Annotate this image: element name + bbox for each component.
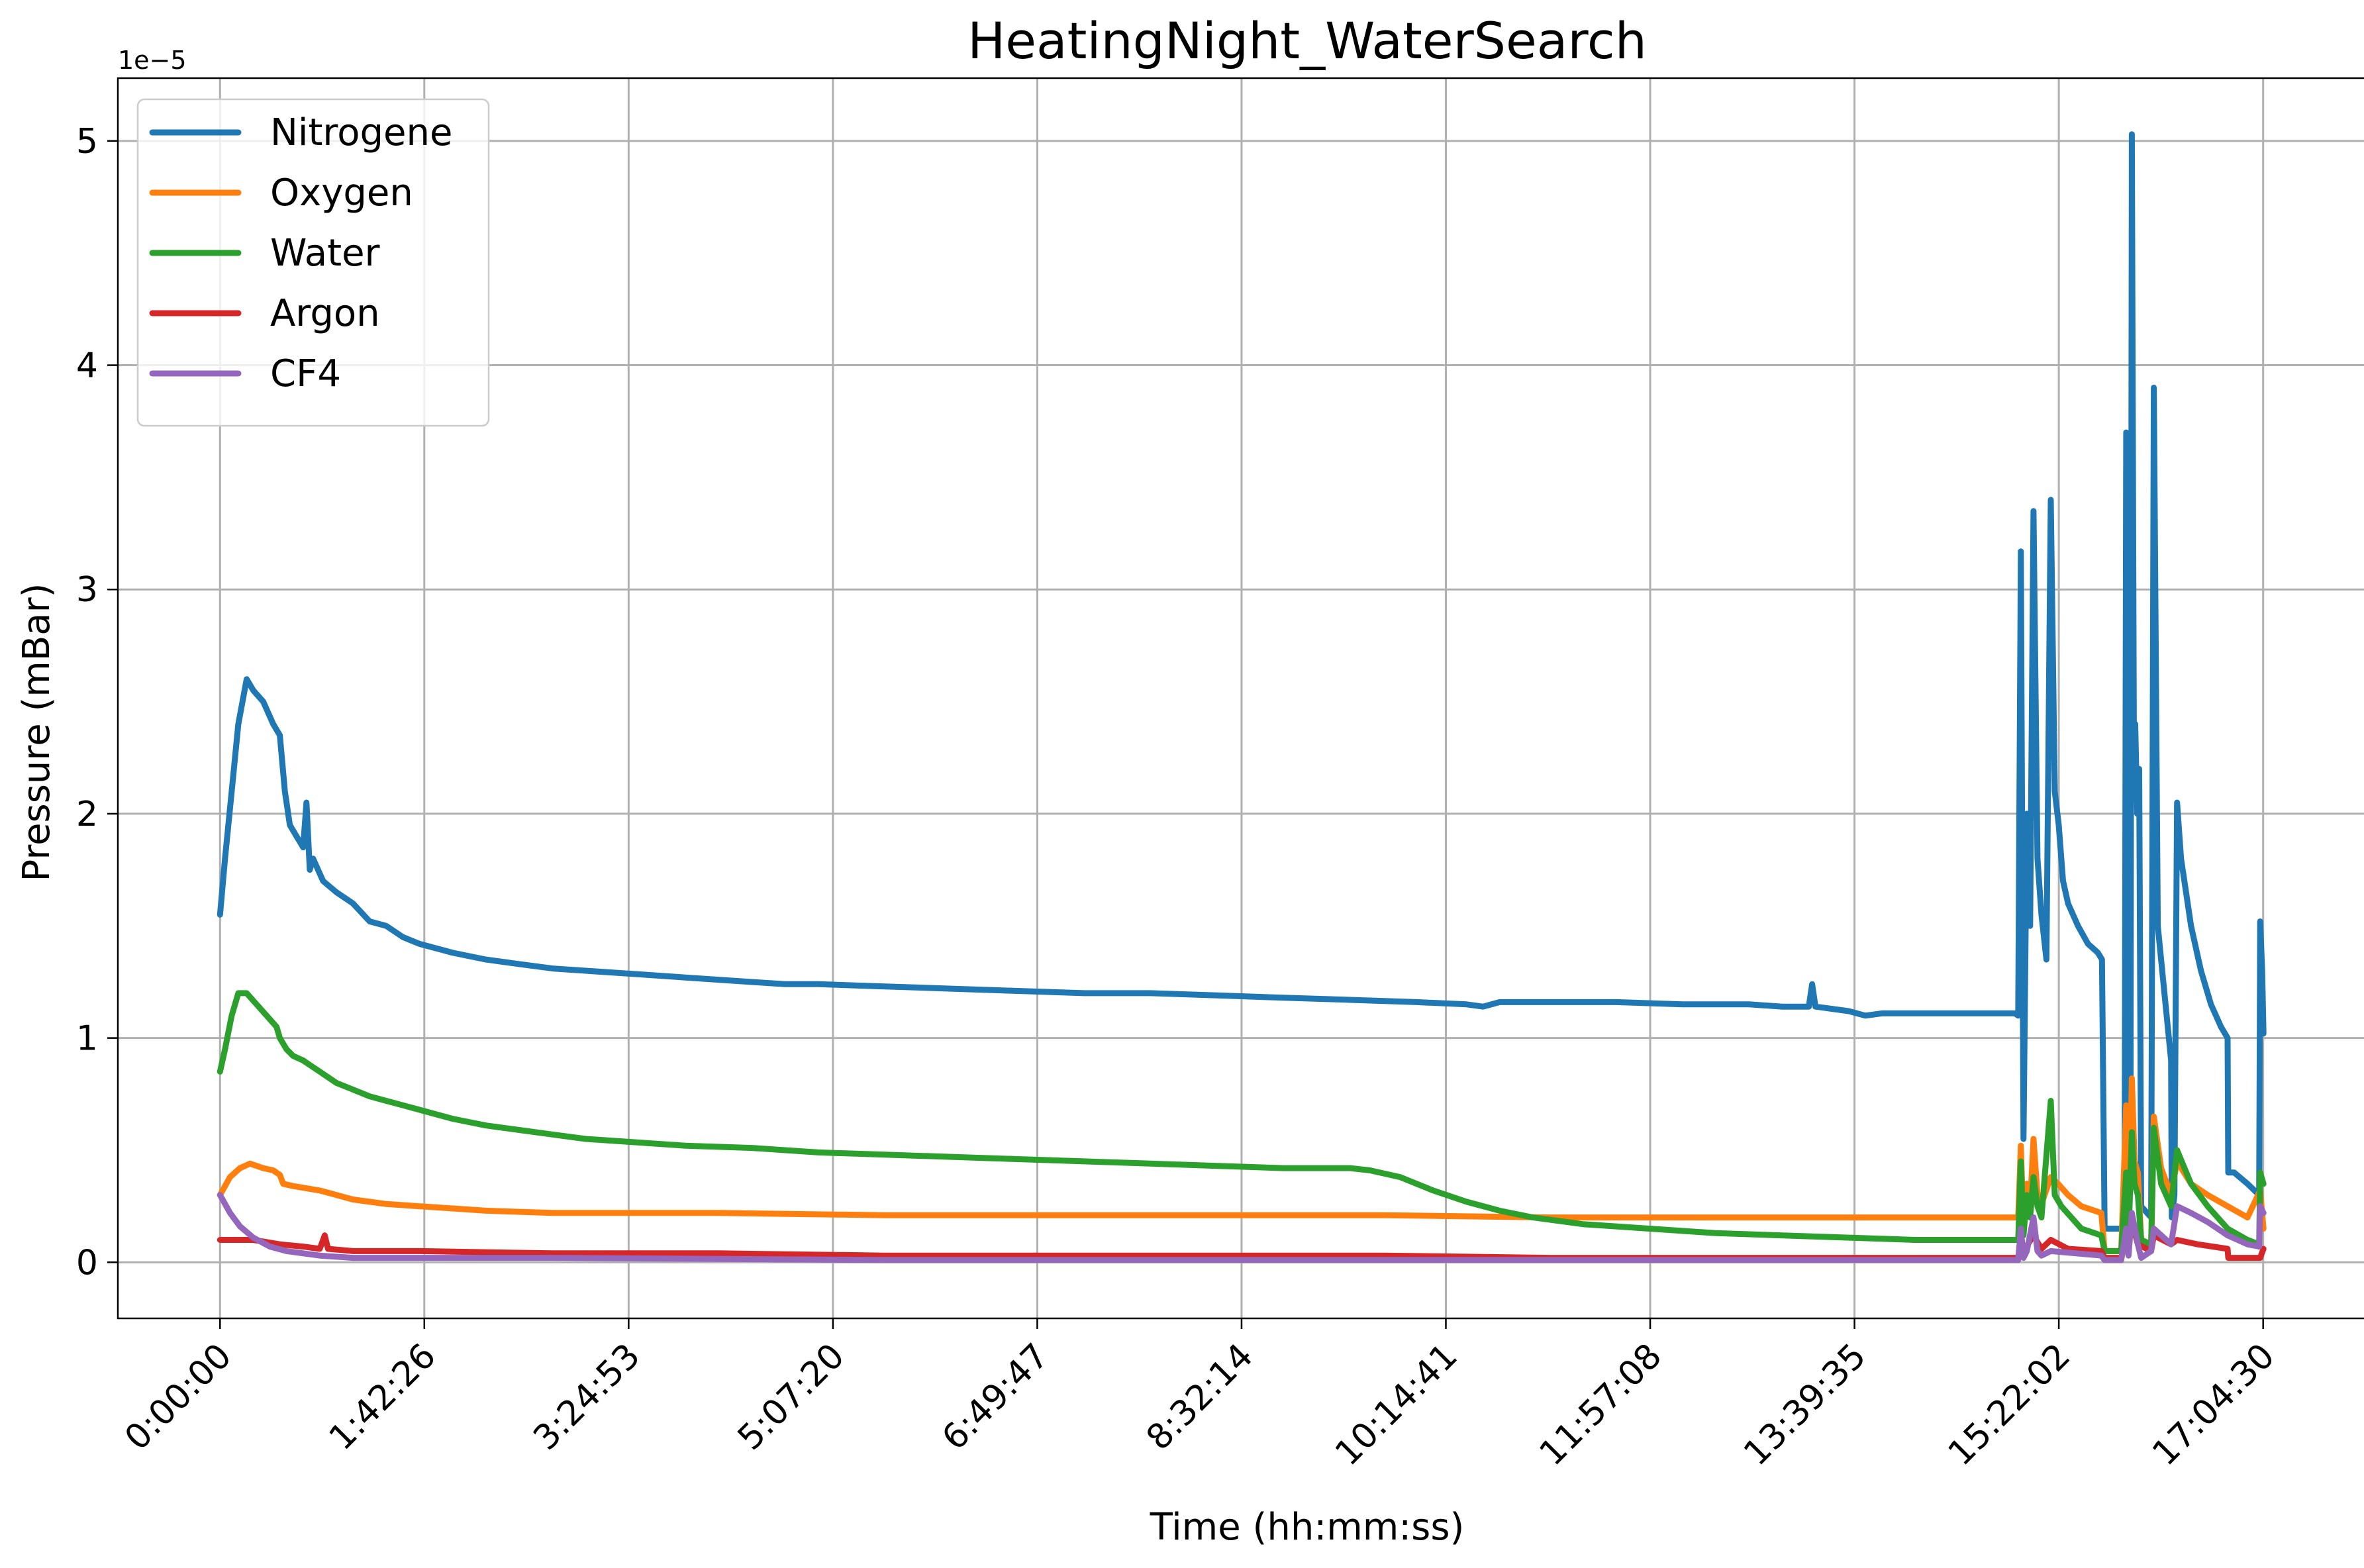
y-axis-offset-label: 1e−5 <box>118 46 187 75</box>
legend-label: Oxygen <box>270 172 413 215</box>
y-tick-label: 2 <box>76 795 98 834</box>
legend-label: CF4 <box>270 352 341 395</box>
y-tick-label: 3 <box>76 570 98 610</box>
legend: Nitrogene Oxygen Water Argon CF4 <box>136 98 490 427</box>
y-tick-label: 1 <box>76 1019 98 1059</box>
series-line-nitrogene <box>217 131 2267 1232</box>
series-line-cf4 <box>217 1192 2267 1263</box>
legend-label: Water <box>270 232 381 275</box>
y-tick-label: 5 <box>76 122 98 162</box>
y-axis-label: Pressure (mBar) <box>15 583 58 882</box>
series-lines <box>217 131 2267 1263</box>
chart-title: HeatingNight_WaterSearch <box>967 11 1647 70</box>
legend-box <box>136 98 490 427</box>
x-axis-label: Time (hh:mm:ss) <box>1150 1506 1465 1549</box>
y-tick-label: 0 <box>76 1243 98 1283</box>
legend-label: Nitrogene <box>270 111 452 154</box>
series-line-water <box>217 990 2267 1254</box>
y-tick-label: 4 <box>76 346 98 386</box>
legend-label: Argon <box>270 292 380 335</box>
grid <box>118 78 2364 1318</box>
